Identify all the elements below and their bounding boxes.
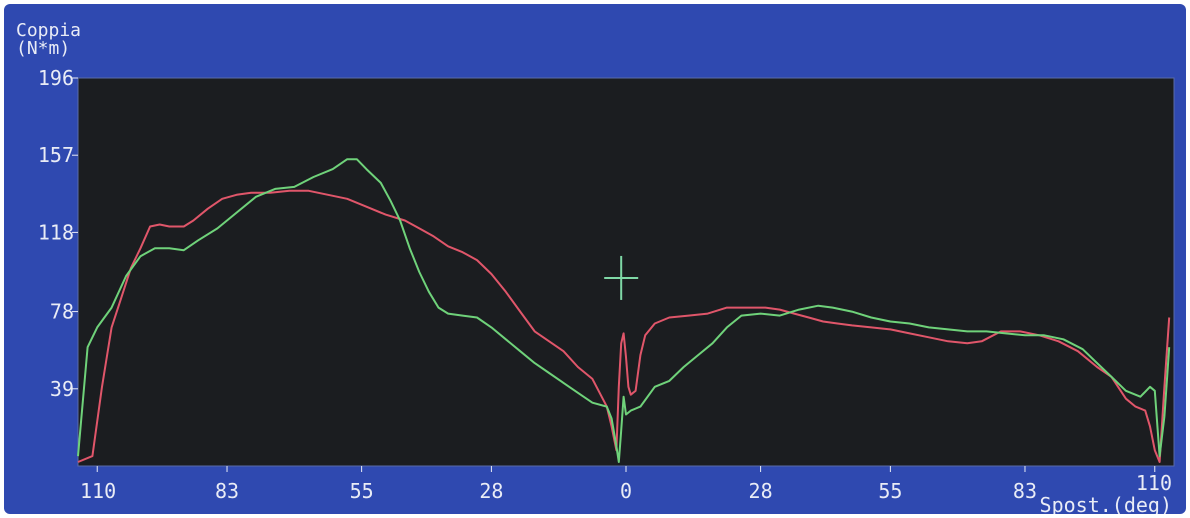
y-tick-label: 196 xyxy=(38,66,74,90)
x-tick-label: 110 xyxy=(1136,471,1172,495)
series-green-line xyxy=(77,158,1171,463)
y-axis-title-line1: Coppia xyxy=(16,20,81,41)
y-axis-ticks: 196 157 118 78 39 xyxy=(38,66,78,401)
plot-area xyxy=(77,77,1175,467)
x-axis-title: Spost.(deg) xyxy=(1040,493,1172,514)
series-layer xyxy=(77,158,1171,463)
crosshair-cursor xyxy=(604,255,639,300)
series-red-line xyxy=(77,189,1171,463)
torque-chart: Coppia (N*m) 196 157 118 78 39 110 83 55 28 0 28 5… xyxy=(16,20,1175,514)
y-tick-label: 39 xyxy=(50,377,74,401)
y-axis-title-line2: (N*m) xyxy=(16,38,70,59)
monitor-screen: Coppia (N*m) 196 157 118 78 39 110 83 55 28 0 28 5… xyxy=(4,4,1186,514)
x-tick-label: 0 xyxy=(620,479,632,503)
y-tick-label: 157 xyxy=(38,143,74,167)
x-tick-label: 83 xyxy=(215,479,239,503)
y-tick-label: 78 xyxy=(50,300,74,324)
x-tick-label: 55 xyxy=(350,479,374,503)
x-tick-label: 28 xyxy=(749,479,773,503)
x-tick-label: 55 xyxy=(878,479,902,503)
x-tick-label: 28 xyxy=(479,479,503,503)
x-tick-label: 83 xyxy=(1013,479,1037,503)
x-tick-label: 110 xyxy=(80,479,116,503)
y-tick-label: 118 xyxy=(38,220,74,244)
x-axis-ticks: 110 83 55 28 0 28 55 83 110 xyxy=(80,466,1172,503)
